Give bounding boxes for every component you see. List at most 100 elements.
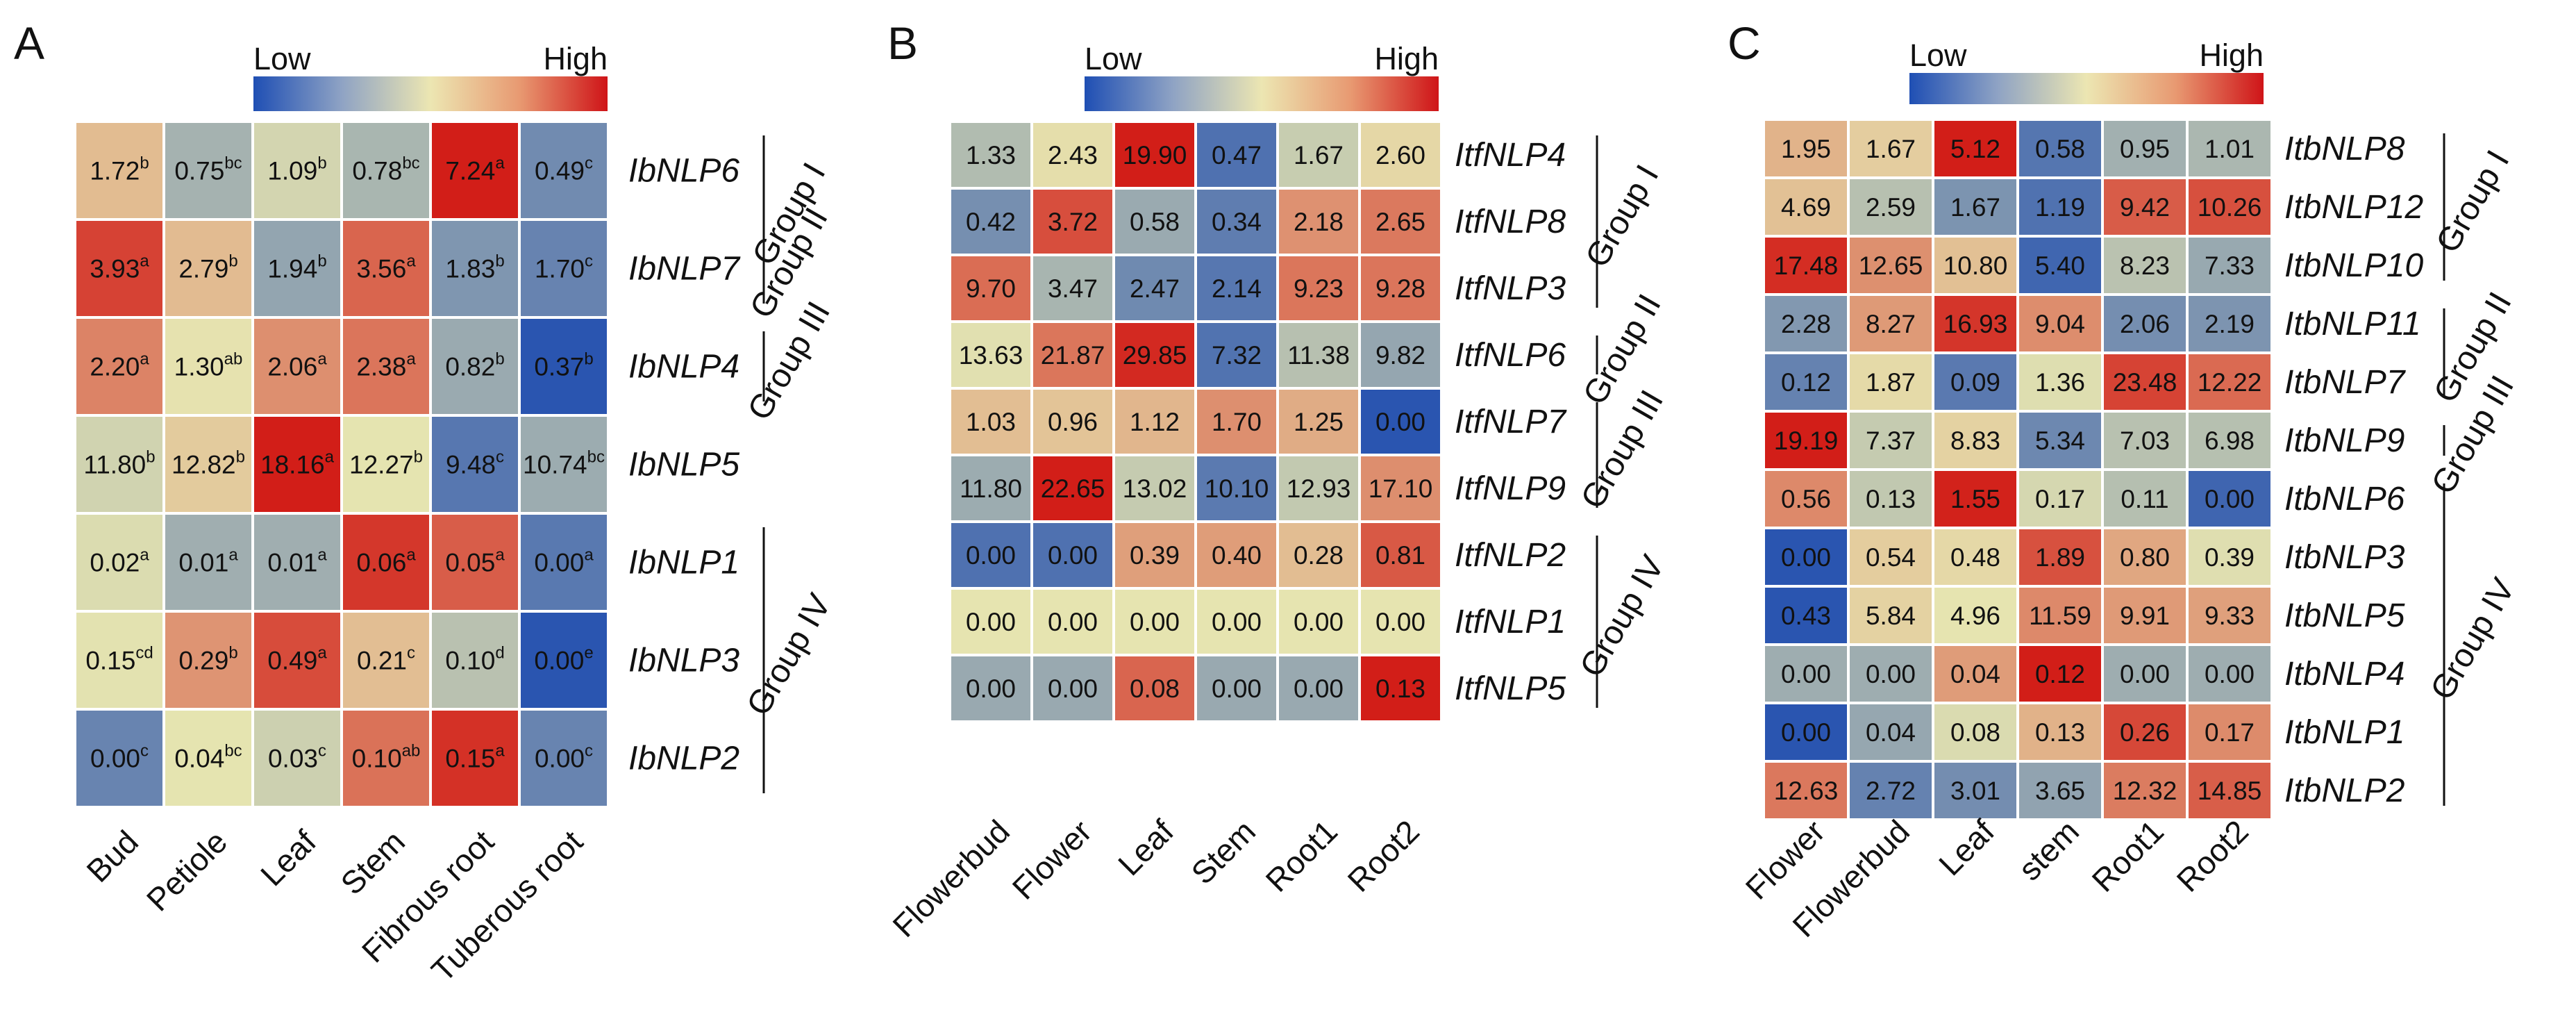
cell-value: 0.00a: [534, 546, 594, 577]
significance-letter: a: [140, 350, 149, 369]
heatmap-cell: [518, 120, 610, 221]
heatmap-cell: [1847, 527, 1934, 588]
cell-value: 1.70: [1212, 408, 1262, 436]
heatmap-cell: [74, 512, 165, 613]
heatmap-cell: [251, 218, 343, 319]
heatmap-cell: [518, 316, 610, 417]
cell-value: 11.38: [1287, 341, 1350, 370]
heatmap-cell: [1358, 520, 1443, 590]
column-label: stem: [2012, 813, 2086, 887]
cell-value: 0.13: [1375, 674, 1425, 703]
cell-value: 0.47: [1212, 141, 1262, 169]
heatmap-cell: [1030, 654, 1115, 723]
gene-label: ItbNLP5: [2284, 597, 2405, 634]
significance-letter: ab: [224, 350, 243, 369]
cell-value: 17.10: [1369, 474, 1433, 503]
gene-label: ItbNLP6: [2284, 481, 2405, 518]
gene-label: ItbNLP1: [2284, 714, 2404, 751]
panel-c: C Low High 1.95 1.67 5.12 0.58 0.95 1.01 ItbNLP8 4…: [1728, 17, 2523, 944]
significance-letter: a: [495, 154, 505, 173]
significance-letter: bc: [224, 154, 242, 173]
gene-label: ItbNLP11: [2284, 306, 2421, 342]
heatmap-cell: [2101, 760, 2189, 821]
cell-value: 2.19: [2205, 310, 2255, 338]
significance-letter: b: [495, 252, 504, 271]
significance-letter: a: [495, 546, 505, 565]
heatmap-cell: [1112, 587, 1197, 656]
cell-value: 0.05a: [445, 546, 505, 577]
cell-value: 0.00: [2205, 485, 2255, 513]
heatmap-cell: [1194, 387, 1279, 456]
heatmap-cell: [74, 316, 165, 417]
cell-value: 7.24a: [445, 154, 505, 185]
legend-low-label: Low: [253, 41, 311, 76]
cell-value: 19.19: [1774, 427, 1839, 455]
cell-value: 1.70c: [535, 252, 593, 283]
cell-value: 0.13: [1866, 485, 1916, 513]
cell-value: 0.39: [2205, 543, 2255, 572]
heatmap-cell: [340, 610, 432, 711]
panel-label: C: [1728, 17, 1761, 69]
cell-value: 0.58: [2035, 135, 2085, 163]
column-label: Leaf: [1932, 813, 2001, 882]
cell-value: 0.00: [1781, 718, 1831, 747]
group-label: Group IV: [2424, 572, 2523, 706]
cell-value: 2.47: [1130, 274, 1180, 303]
significance-letter: b: [228, 644, 237, 663]
column-label: Stem: [333, 823, 412, 902]
cell-value: 6.98: [2205, 427, 2255, 455]
column-label: Stem: [1184, 813, 1262, 891]
heatmap-cell: [1932, 702, 2019, 763]
heatmap-cell: [518, 218, 610, 319]
column-label: Tuberous root: [424, 823, 589, 988]
cell-value: 2.06: [2120, 310, 2170, 338]
cell-value: 1.83b: [445, 252, 504, 283]
cell-value: 0.01a: [178, 546, 238, 577]
heatmap-cell: [2016, 176, 2104, 238]
cell-value: 12.63: [1774, 777, 1839, 805]
cell-value: 0.00c: [535, 742, 593, 773]
cell-value: 0.06a: [356, 546, 416, 577]
cell-value: 2.43: [1048, 141, 1098, 169]
gene-label: IbNLP7: [628, 251, 741, 288]
gene-label: ItfNLP8: [1455, 204, 1566, 240]
cell-value: 0.00: [1781, 543, 1831, 572]
heatmap-cell: [1762, 118, 1850, 179]
column-label: Flowerbud: [885, 813, 1017, 944]
significance-letter: ab: [402, 742, 421, 761]
heatmap-cell: [2186, 643, 2273, 704]
gene-label: ItfNLP7: [1455, 404, 1567, 440]
significance-letter: a: [317, 644, 327, 663]
heatmap-cell: [162, 708, 254, 809]
heatmap-cell: [74, 120, 165, 221]
cell-value: 1.33: [966, 141, 1016, 169]
cell-value: 1.72b: [90, 154, 149, 185]
cell-value: 1.01: [2205, 135, 2255, 163]
cell-value: 2.38a: [356, 350, 416, 381]
gene-label: ItbNLP10: [2284, 247, 2423, 284]
panel-b: B Low High 1.33 2.43 19.90 0.47 1.67 2.60 ItfNLP4…: [885, 17, 1671, 944]
significance-letter: b: [495, 350, 504, 369]
cell-value: 0.00: [1048, 674, 1098, 703]
cell-value: 19.90: [1123, 141, 1187, 169]
significance-letter: a: [317, 546, 327, 565]
heatmap-cell: [1112, 187, 1197, 256]
gene-label: IbNLP1: [628, 545, 739, 581]
cell-value: 9.82: [1375, 341, 1425, 370]
cell-value: 12.27b: [349, 448, 423, 479]
significance-letter: b: [584, 350, 593, 369]
cell-value: 0.00: [1866, 660, 1916, 688]
heatmap-cell: [2101, 527, 2189, 588]
cell-value: 0.03c: [268, 742, 326, 773]
heatmap-cell: [2016, 351, 2104, 413]
heatmap-cell: [1358, 387, 1443, 456]
cell-value: 0.10d: [445, 644, 504, 675]
cell-value: 5.34: [2035, 427, 2085, 455]
heatmap-cell: [1276, 187, 1361, 256]
panel-label: A: [14, 17, 44, 69]
heatmap-cell: [2186, 702, 2273, 763]
cell-value: 0.00: [1375, 408, 1425, 436]
significance-letter: bc: [402, 154, 419, 173]
cell-value: 0.00: [1212, 674, 1262, 703]
